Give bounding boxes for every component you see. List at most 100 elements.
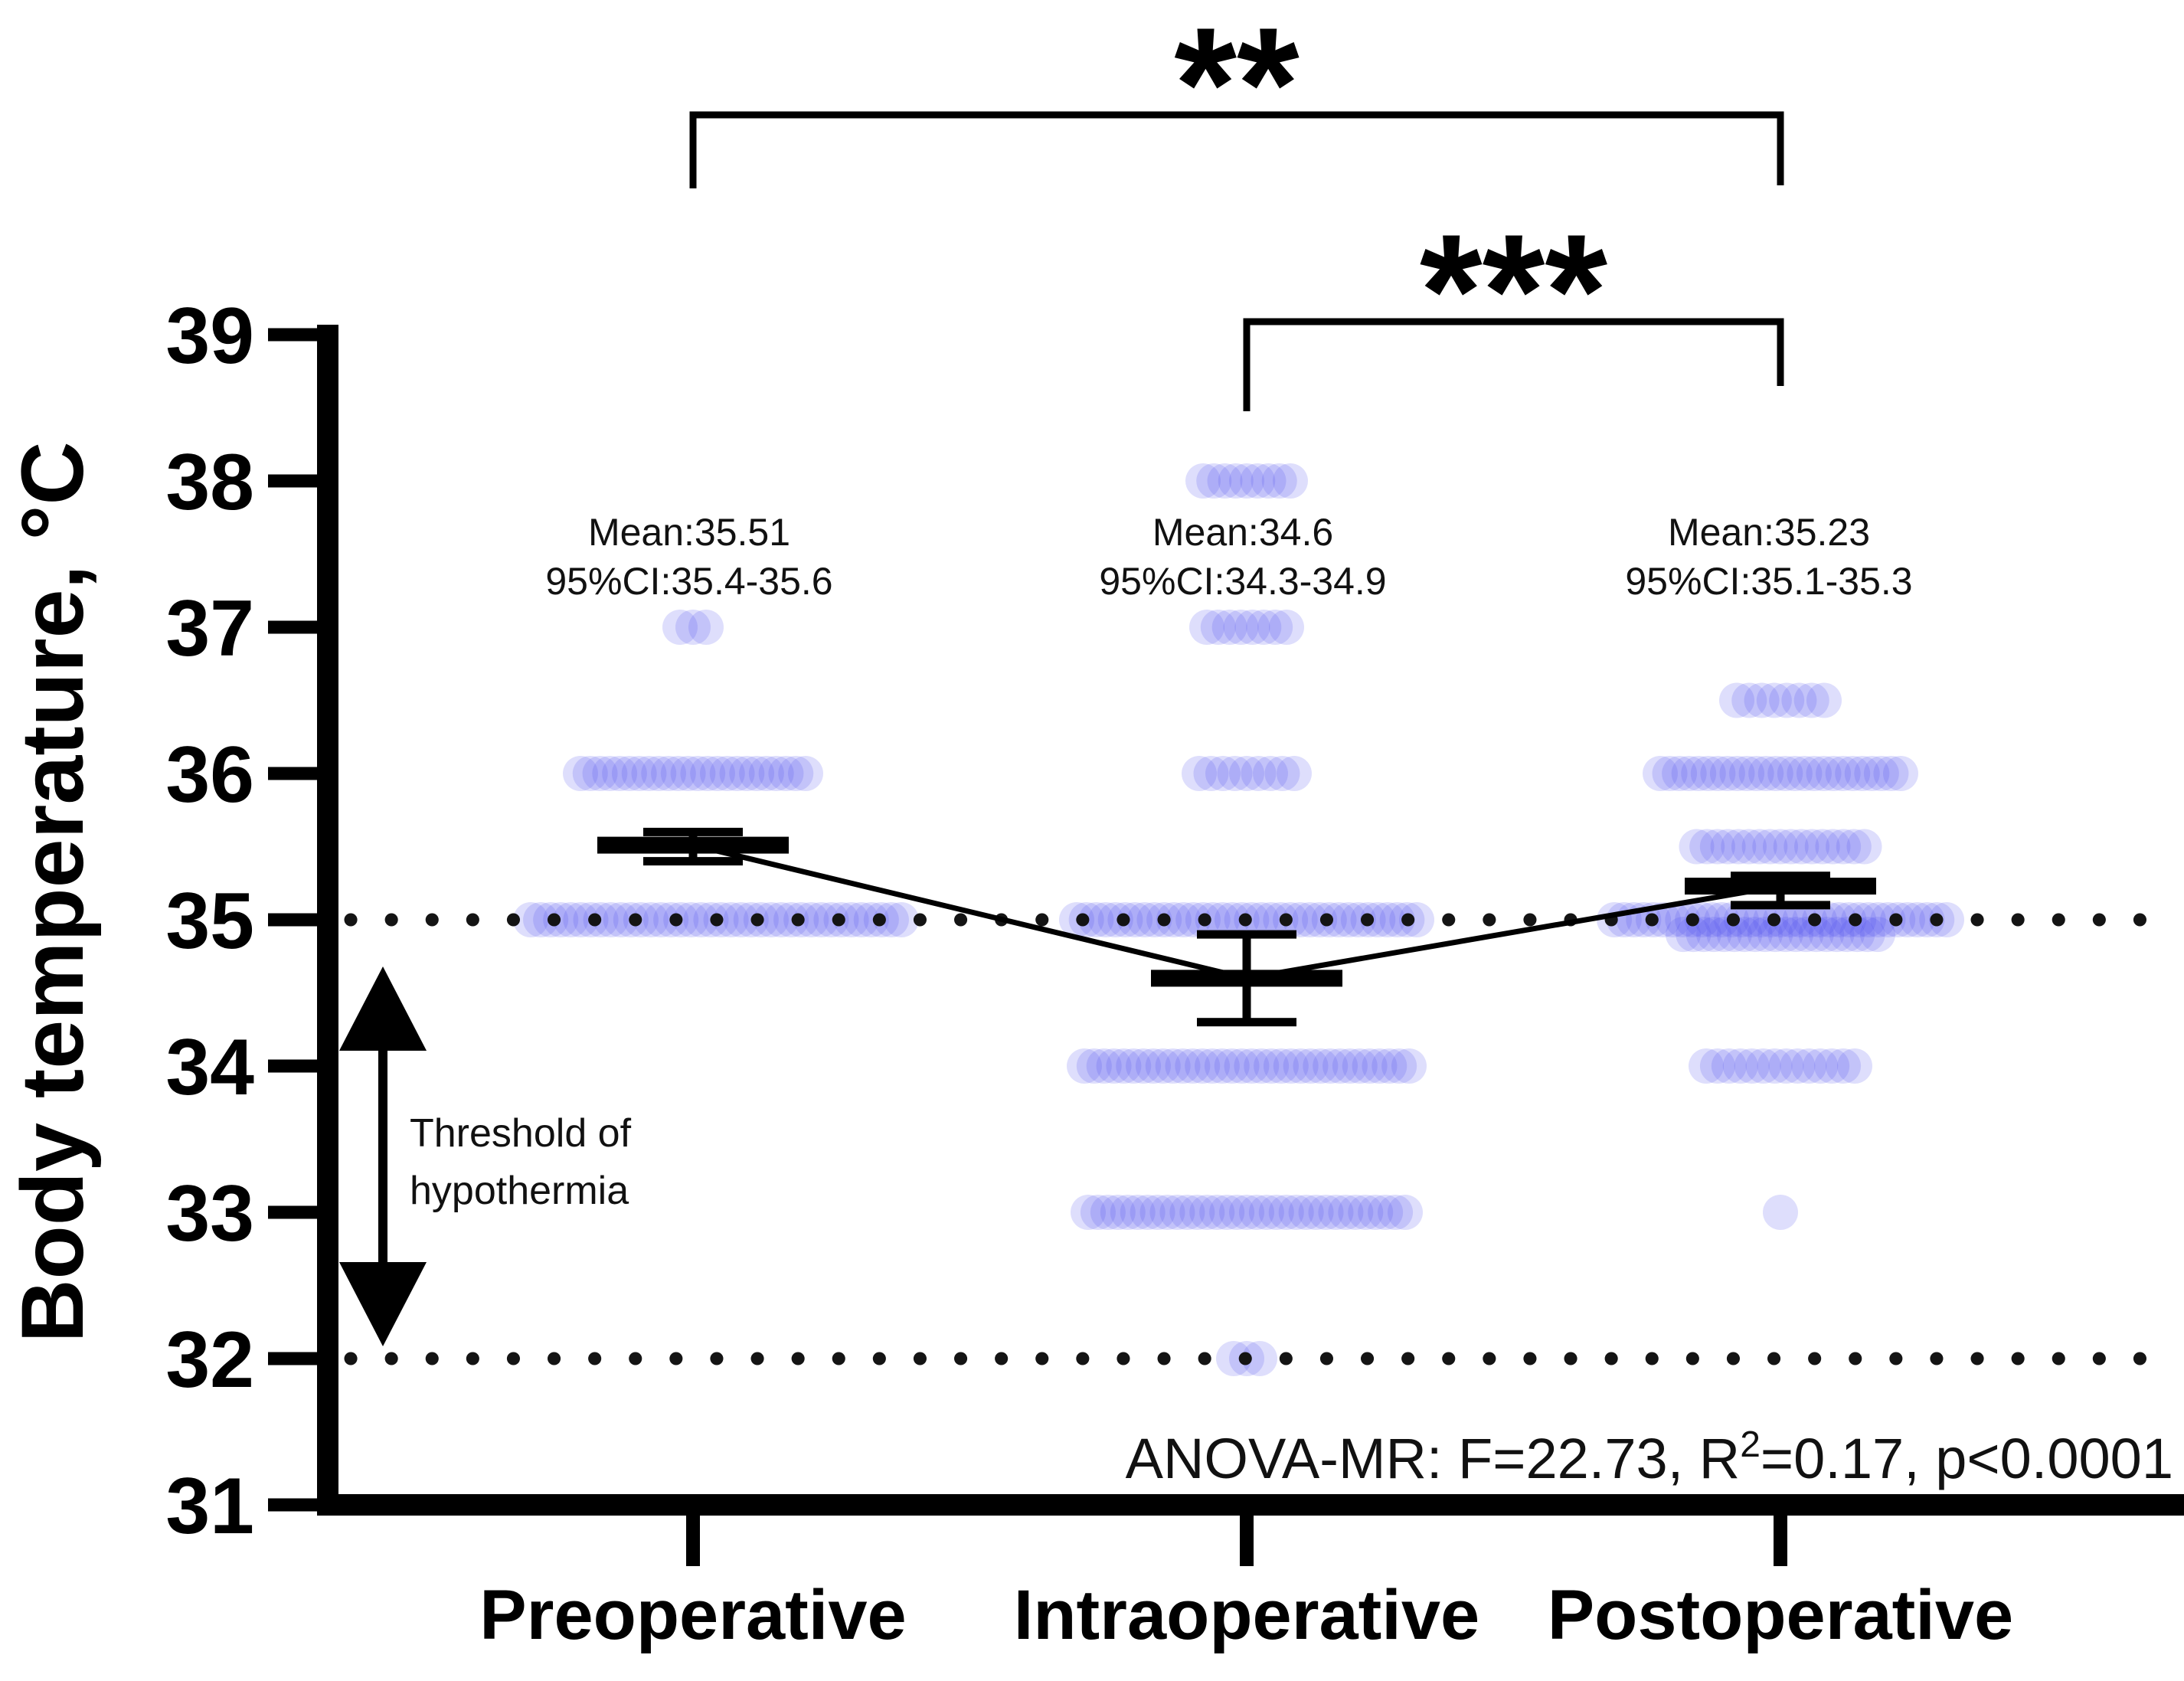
data-dot [1159,1195,1195,1230]
data-dot [803,902,839,937]
data-dot [1745,1048,1781,1084]
y-tick-label: 35 [165,877,254,966]
data-dot [1321,902,1357,937]
data-dot [1229,463,1264,499]
data-dot [1700,756,1736,791]
dot-cluster-intraoperative [1059,463,1434,1376]
x-category-label-preoperative: Preoperative [479,1576,906,1654]
data-dot [1379,902,1415,937]
data-dot [1860,902,1896,937]
axis-spines [317,325,2184,1516]
hypothermia-range-arrow [339,966,427,1346]
dot-row-postoperative-36.5 [1719,682,1842,718]
data-dot [683,902,719,937]
data-dot [641,756,677,791]
data-dot [833,902,869,937]
data-dot [582,756,618,791]
data-dot [1748,756,1784,791]
data-dot [1200,610,1236,645]
data-dot [1100,1195,1136,1230]
mean-value-text: Mean:35.23 [1668,511,1870,554]
data-dot [1116,1048,1152,1084]
data-dot [1254,1048,1290,1084]
data-dot [1234,610,1270,645]
data-dot [1773,829,1809,865]
data-dot [1711,1048,1747,1084]
y-tick-label: 36 [165,731,254,819]
data-dot [1811,902,1847,937]
dot-row-postoperative-33 [1763,1195,1798,1230]
data-dot [1145,1048,1181,1084]
data-dot [1809,917,1845,953]
data-dot [1873,756,1909,791]
dot-row-postoperative-34 [1689,1048,1872,1084]
data-dot [1815,829,1851,865]
x-category-label-postoperative: Postoperative [1548,1576,2013,1654]
data-dot [1302,902,1338,937]
data-dot [1196,463,1232,499]
data-dot [1238,1195,1274,1230]
data-dot [1273,463,1308,499]
data-dot [1763,1195,1798,1230]
error-bar-cap-top [1731,872,1830,881]
data-dot [1195,902,1231,937]
data-dot [1850,902,1886,937]
data-dot [1381,1048,1417,1084]
data-dot [1205,902,1241,937]
data-dot [1665,902,1701,937]
dot-row-postoperative-35 [1597,902,1964,937]
data-dot [1372,1048,1408,1084]
data-dot [631,756,667,791]
data-dot [633,902,669,937]
axis-ticks-and-labels: 39 38 37 36 35 34 33 32 31 Preoperative Intraopera… [165,292,2013,1654]
sig-bracket-intraoperative-vs-postoperative: *** [1243,201,1784,411]
data-dot [1744,682,1780,718]
data-dot [699,756,735,791]
data-dot [1071,1195,1106,1230]
data-dot [1837,1048,1872,1084]
annotation-intraoperative: Mean:34.6 95%CI:34.3-34.9 [1099,511,1386,603]
data-dot [1684,902,1720,937]
y-tick-mark [268,620,317,634]
data-dot [563,902,599,937]
data-dot [873,902,909,937]
data-dot [1782,902,1818,937]
y-tick-label: 39 [165,292,254,381]
data-dot [1836,829,1872,865]
data-dot [523,902,559,937]
data-dot [713,902,749,937]
data-dot [1263,1048,1299,1084]
data-dot [1794,829,1830,865]
error-bar-cap-bottom [643,857,743,866]
data-dot [1757,1048,1793,1084]
data-dot [1224,1048,1260,1084]
data-dot [1819,917,1855,953]
data-dot [1689,829,1725,865]
data-dot [1234,1048,1270,1084]
data-dot [1293,1048,1329,1084]
data-dot [1719,756,1755,791]
data-dot [1719,682,1754,718]
y-tick-label: 33 [165,1169,254,1258]
data-dot [1078,902,1114,937]
data-dot [1106,1048,1142,1084]
data-dot [1378,1195,1414,1230]
data-dot [553,902,589,937]
data-dot [1710,829,1746,865]
data-dot [690,756,726,791]
data-dot [1814,1048,1850,1084]
data-dot [651,756,687,791]
mean-ci-annotations: Mean:35.51 95%CI:35.4-35.6 Mean:34.6 95%CI:… [545,511,1912,603]
data-dot [662,610,698,645]
data-dot [1303,1048,1339,1084]
data-dot [1298,1195,1334,1230]
data-dot [1076,1048,1112,1084]
data-dot [1218,463,1254,499]
data-dot [1863,756,1899,791]
data-dot [1723,902,1759,937]
error-bar-cap-top [643,827,743,836]
data-dot [1655,902,1691,937]
data-dot [1777,756,1813,791]
data-dot [1257,610,1293,645]
